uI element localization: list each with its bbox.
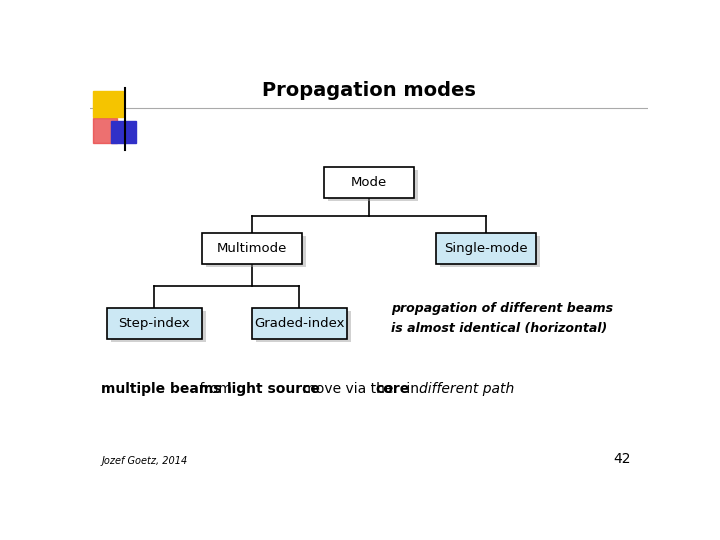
Text: in: in — [402, 382, 423, 396]
Bar — [93, 118, 117, 143]
Text: move via the: move via the — [299, 382, 398, 396]
FancyBboxPatch shape — [252, 308, 347, 339]
Text: Mode: Mode — [351, 176, 387, 189]
FancyBboxPatch shape — [436, 233, 536, 265]
FancyBboxPatch shape — [324, 167, 413, 198]
FancyBboxPatch shape — [256, 311, 351, 342]
Text: Single-mode: Single-mode — [444, 242, 528, 255]
Text: multiple beams: multiple beams — [101, 382, 222, 396]
Text: is almost identical (horizontal): is almost identical (horizontal) — [392, 322, 608, 335]
Text: Graded-index: Graded-index — [254, 317, 344, 330]
FancyBboxPatch shape — [202, 233, 302, 265]
Text: Multimode: Multimode — [217, 242, 287, 255]
FancyBboxPatch shape — [205, 236, 306, 267]
FancyBboxPatch shape — [107, 308, 202, 339]
Text: Jozef Goetz, 2014: Jozef Goetz, 2014 — [101, 456, 187, 466]
Text: Step-index: Step-index — [118, 317, 190, 330]
FancyBboxPatch shape — [440, 236, 540, 267]
Text: 42: 42 — [613, 452, 631, 466]
Text: from: from — [194, 382, 235, 396]
Text: Propagation modes: Propagation modes — [262, 82, 476, 100]
Bar — [111, 120, 136, 143]
Text: core: core — [376, 382, 410, 396]
Text: different path: different path — [419, 382, 514, 396]
FancyBboxPatch shape — [111, 311, 205, 342]
Bar — [93, 91, 124, 117]
Text: propagation of different beams: propagation of different beams — [392, 301, 613, 314]
Text: light source: light source — [227, 382, 320, 396]
FancyBboxPatch shape — [328, 170, 418, 201]
